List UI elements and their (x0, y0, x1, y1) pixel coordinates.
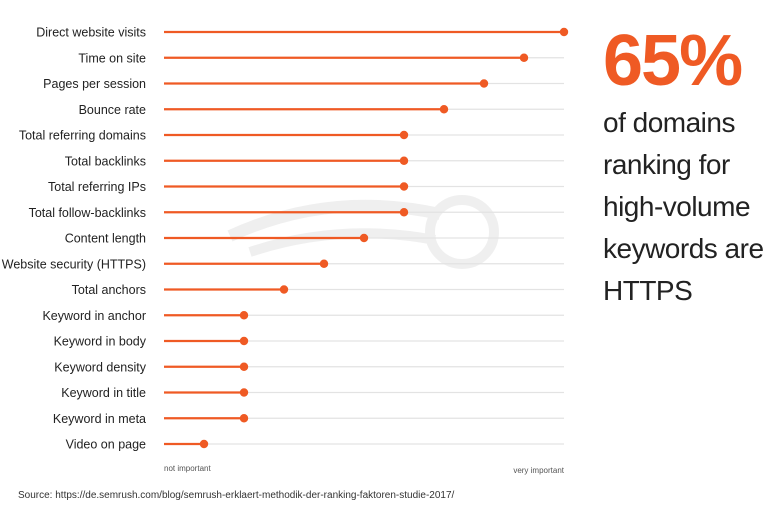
lollipop-dot (399, 208, 409, 217)
category-label: Total anchors (72, 283, 146, 297)
category-label: Total referring domains (19, 129, 146, 143)
category-label: Direct website visits (36, 26, 146, 40)
category-label: Content length (65, 232, 146, 246)
lollipop-dot (199, 439, 209, 449)
callout-line: high-volume (603, 191, 751, 222)
lollipop-dot (319, 259, 329, 268)
category-label: Keyword in meta (53, 412, 146, 426)
lollipop-stems (164, 30, 564, 446)
category-label: Time on site (78, 51, 146, 65)
ranking-factors-chart: Direct website visits Time on site Pages p… (2, 26, 569, 475)
lollipop-dot (399, 130, 409, 140)
lollipop-dot (399, 156, 409, 165)
callout-line: ranking for (603, 149, 730, 180)
category-label: Keyword in anchor (42, 309, 146, 323)
callout-line: of domains (603, 107, 735, 138)
lollipop-dot (239, 311, 249, 320)
lollipop-dot (239, 336, 249, 346)
callout-line: keywords are (603, 233, 764, 264)
lollipop-dot (279, 285, 289, 294)
category-label: Keyword in body (54, 335, 147, 349)
axis-max-label: very important (513, 466, 564, 475)
lollipop-dot (239, 414, 249, 423)
lollipop-dot (399, 182, 409, 191)
category-label: Total follow-backlinks (29, 206, 146, 220)
lollipop-dot (239, 362, 249, 371)
callout-text: of domains ranking for high-volume keywo… (603, 102, 778, 312)
callout-line: HTTPS (603, 275, 693, 306)
callout-percent: 65% (603, 21, 743, 101)
category-label: Pages per session (43, 77, 146, 91)
lollipop-dot (439, 105, 449, 114)
category-label: Website security (HTTPS) (2, 257, 146, 271)
lollipop-dot (479, 79, 489, 88)
source-note: Source: https://de.semrush.com/blog/semr… (18, 490, 455, 501)
category-label: Keyword in title (61, 386, 146, 400)
watermark-logo (227, 195, 499, 269)
category-labels: Direct website visits Time on site Pages p… (2, 26, 147, 452)
axis-min-label: not important (164, 464, 211, 473)
category-label: Total backlinks (65, 154, 146, 168)
lollipop-dots (199, 27, 569, 449)
lollipop-dot (359, 233, 369, 243)
https-callout: 65% of domains ranking for high-volume k… (603, 22, 778, 312)
category-label: Keyword density (54, 360, 146, 374)
category-label: Bounce rate (79, 103, 146, 117)
lollipop-dot (239, 388, 249, 397)
category-label: Total referring IPs (48, 180, 146, 194)
category-label: Video on page (66, 438, 146, 452)
lollipop-dot (559, 27, 569, 37)
lollipop-dot (519, 53, 529, 62)
